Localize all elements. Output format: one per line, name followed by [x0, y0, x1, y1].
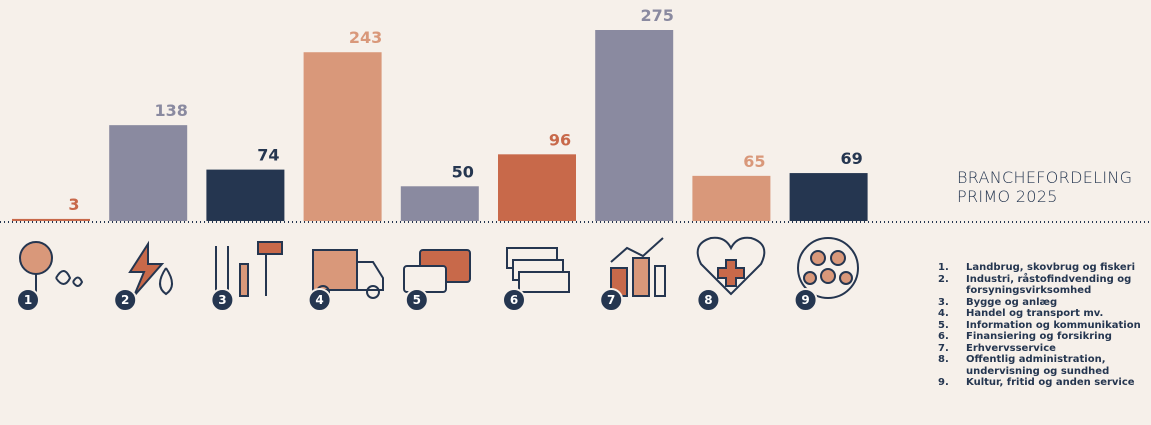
- category-badge: [210, 288, 235, 312]
- category-label: 4: [315, 293, 323, 307]
- legend-label: Finansiering og forsikring: [966, 331, 1112, 342]
- bar: [206, 169, 285, 221]
- bar: [789, 173, 868, 221]
- legend-label: Offentlig administration, undervisning o…: [966, 354, 1110, 377]
- value-label: 69: [840, 149, 862, 168]
- bar: [400, 186, 479, 221]
- legend-number: 6.: [938, 331, 949, 342]
- category-badge: [404, 288, 429, 312]
- icons: [19, 236, 859, 299]
- icon-ball: [797, 237, 859, 299]
- category-badge: [113, 288, 138, 312]
- value-label: 65: [743, 152, 765, 171]
- legend-label: Bygge og anlæg: [966, 296, 1058, 308]
- icon-truck: [312, 249, 384, 299]
- bar: [303, 52, 382, 221]
- legend-number: 7.: [938, 342, 949, 354]
- legend-item: 8. Offentlig administration, undervisning…: [938, 354, 1151, 377]
- legend: 1. Landbrug, skovbrug og fiskeri 2. Industr…: [938, 262, 1151, 389]
- legend-label: Information og kommunikation: [966, 319, 1141, 331]
- legend-item: 6. Finansiering og forsikring: [938, 331, 1151, 343]
- category-badge: [16, 288, 40, 312]
- bar: [12, 218, 90, 221]
- legend-item: 5. Information og kommunikation: [938, 320, 1151, 332]
- bar: [692, 175, 771, 221]
- category-badge: [696, 288, 721, 312]
- value-label: 138: [154, 101, 187, 120]
- category-badge: [793, 288, 818, 312]
- legend-number: 2.: [938, 273, 949, 285]
- legend-item: 2. Industri, råstofindvending og forsynin…: [938, 274, 1151, 297]
- value-label: 275: [640, 6, 673, 25]
- category-badge: [599, 288, 624, 312]
- category-label: 7: [607, 293, 615, 307]
- legend-label: Industri, råstofindvending og forsynings…: [966, 273, 1132, 297]
- legend-label: Landbrug, skovbrug og fiskeri: [966, 262, 1136, 273]
- legend-label: Kultur, fritid og anden service: [966, 377, 1135, 388]
- value-label: 96: [549, 130, 571, 149]
- legend-item: 9. Kultur, fritid og anden service: [938, 377, 1151, 389]
- category-label: 5: [413, 293, 421, 307]
- legend-item: 1. Landbrug, skovbrug og fiskeri: [938, 262, 1151, 274]
- icon-chat: [403, 249, 471, 293]
- legend-label: Handel og transport mv.: [966, 308, 1104, 319]
- value-label: 243: [349, 28, 382, 47]
- legend-item: 3. Bygge og anlæg: [938, 297, 1151, 309]
- legend-number: 5.: [938, 319, 949, 331]
- legend-number: 9.: [938, 377, 949, 388]
- icon-growth: [610, 237, 666, 297]
- category-label: 6: [510, 293, 518, 307]
- legend-item: 4. Handel og transport mv.: [938, 308, 1151, 320]
- category-badge: [307, 288, 332, 312]
- category-label: 1: [24, 293, 32, 307]
- category-label: 2: [121, 293, 129, 307]
- category-label: 8: [704, 293, 712, 307]
- icon-heart: [696, 236, 766, 296]
- category-label: 9: [801, 293, 809, 307]
- category-badge: [502, 288, 526, 312]
- legend-number: 4.: [938, 308, 949, 319]
- legend-number: 1.: [938, 262, 949, 273]
- legend-number: 8.: [938, 354, 949, 365]
- legend-item: 7. Erhvervsservice: [938, 343, 1151, 355]
- icon-tools: [215, 241, 283, 297]
- value-label: 3: [68, 195, 79, 214]
- value-label: 50: [452, 162, 474, 181]
- legend-label: Erhvervsservice: [966, 342, 1056, 354]
- icon-money: [506, 247, 570, 293]
- bar: [109, 125, 188, 221]
- icon-energy: [128, 240, 173, 297]
- chart-title: BRANCHEFORDELING PRIMO 2025: [957, 168, 1133, 206]
- value-label: 74: [257, 146, 279, 165]
- legend-number: 3.: [938, 296, 949, 308]
- bar: [595, 30, 674, 221]
- icon-tree: [19, 241, 84, 296]
- bar: [498, 154, 576, 221]
- category-label: 3: [218, 293, 226, 307]
